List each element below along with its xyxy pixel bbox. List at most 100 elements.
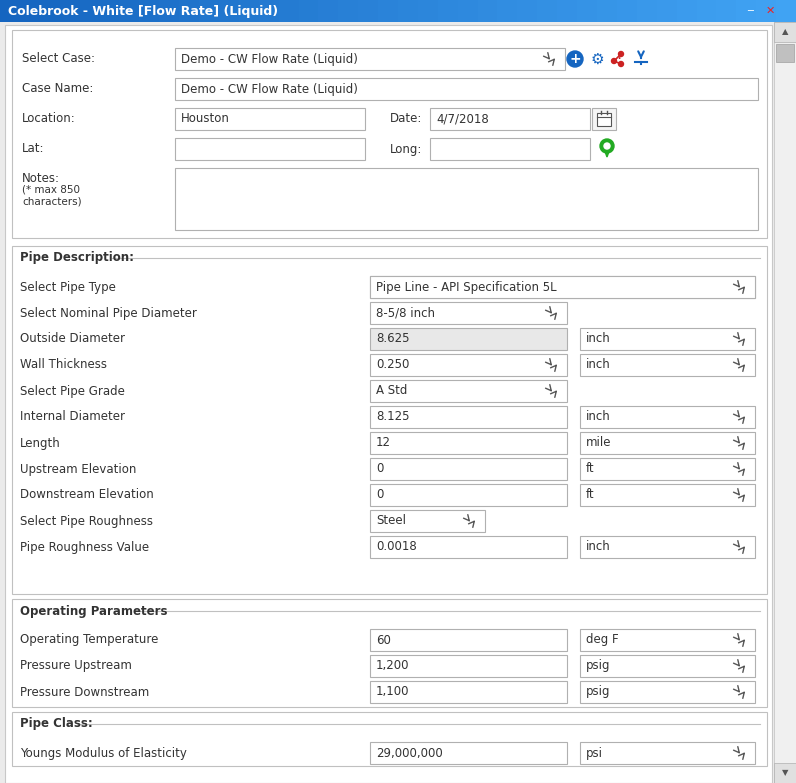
Circle shape	[567, 51, 583, 67]
Bar	[370, 406, 567, 428]
Text: Case Name:: Case Name:	[22, 82, 93, 96]
Text: inch: inch	[586, 333, 611, 345]
Bar	[398, 0, 419, 22]
Text: mile: mile	[586, 436, 611, 449]
Text: Pipe Line - API Specification 5L: Pipe Line - API Specification 5L	[376, 280, 556, 294]
Text: 8-5/8 inch: 8-5/8 inch	[376, 306, 435, 319]
Text: 1,100: 1,100	[376, 685, 409, 698]
Bar	[175, 108, 365, 130]
Circle shape	[611, 59, 616, 63]
Text: Select Nominal Pipe Diameter: Select Nominal Pipe Diameter	[20, 306, 197, 319]
Bar	[40, 0, 60, 22]
Text: Upstream Elevation: Upstream Elevation	[20, 463, 136, 475]
Text: Operating Parameters: Operating Parameters	[20, 604, 167, 618]
Bar	[370, 510, 485, 532]
Circle shape	[604, 143, 610, 149]
Bar	[370, 328, 567, 350]
Bar	[318, 0, 339, 22]
Text: 60: 60	[376, 633, 391, 647]
Text: Downstream Elevation: Downstream Elevation	[20, 489, 154, 501]
Bar	[219, 0, 240, 22]
Text: inch: inch	[586, 359, 611, 371]
Text: Houston: Houston	[181, 113, 230, 125]
Bar	[580, 458, 755, 480]
Bar	[12, 30, 767, 238]
Text: Demo - CW Flow Rate (Liquid): Demo - CW Flow Rate (Liquid)	[181, 82, 358, 96]
Text: 12: 12	[376, 436, 391, 449]
Bar	[298, 0, 319, 22]
Text: Select Pipe Grade: Select Pipe Grade	[20, 384, 125, 398]
Text: Long:: Long:	[390, 143, 423, 156]
Text: ft: ft	[586, 489, 595, 501]
Text: ⚙: ⚙	[590, 52, 604, 67]
Bar	[175, 78, 758, 100]
Bar	[617, 0, 638, 22]
Circle shape	[600, 139, 614, 153]
Bar	[370, 536, 567, 558]
Bar	[139, 0, 160, 22]
Bar	[774, 22, 796, 783]
Text: Select Pipe Type: Select Pipe Type	[20, 280, 116, 294]
Text: Length: Length	[20, 436, 60, 449]
Bar	[517, 0, 538, 22]
Bar	[577, 0, 598, 22]
Bar	[338, 0, 359, 22]
Text: deg F: deg F	[586, 633, 618, 647]
Bar	[557, 0, 578, 22]
Bar	[597, 113, 611, 126]
Bar	[179, 0, 200, 22]
Bar	[580, 406, 755, 428]
Bar	[637, 0, 657, 22]
Bar	[370, 276, 755, 298]
Bar	[378, 0, 399, 22]
Bar	[592, 108, 616, 130]
Bar	[370, 354, 567, 376]
Text: Internal Diameter: Internal Diameter	[20, 410, 125, 424]
Text: Date:: Date:	[390, 113, 423, 125]
Bar	[774, 763, 796, 783]
Text: 0.0018: 0.0018	[376, 540, 417, 554]
Bar	[498, 0, 518, 22]
Text: 0: 0	[376, 463, 384, 475]
Circle shape	[618, 62, 623, 67]
Text: inch: inch	[586, 540, 611, 554]
Bar	[239, 0, 259, 22]
Bar	[657, 0, 677, 22]
Bar	[12, 246, 767, 594]
Bar	[580, 681, 755, 703]
Bar	[756, 0, 777, 22]
Bar	[478, 0, 498, 22]
Bar	[175, 48, 565, 70]
Bar	[12, 599, 767, 707]
Polygon shape	[603, 146, 611, 157]
Text: Pipe Roughness Value: Pipe Roughness Value	[20, 540, 149, 554]
Bar	[580, 328, 755, 350]
Text: A Std: A Std	[376, 384, 408, 398]
Bar	[159, 0, 180, 22]
Bar	[580, 354, 755, 376]
Text: +: +	[569, 52, 581, 66]
Text: inch: inch	[586, 410, 611, 424]
Text: Select Case:: Select Case:	[22, 52, 95, 66]
Text: 0: 0	[376, 489, 384, 501]
Bar	[774, 22, 796, 42]
Text: ─: ─	[747, 6, 753, 16]
Bar	[430, 108, 590, 130]
Text: psig: psig	[586, 659, 611, 673]
Text: Operating Temperature: Operating Temperature	[20, 633, 158, 647]
Bar	[580, 536, 755, 558]
Bar	[175, 168, 758, 230]
Bar	[370, 681, 567, 703]
Bar	[370, 302, 567, 324]
Bar	[80, 0, 100, 22]
Text: psig: psig	[586, 685, 611, 698]
Text: ▲: ▲	[782, 27, 788, 37]
Text: Steel: Steel	[376, 514, 406, 528]
Text: 4/7/2018: 4/7/2018	[436, 113, 489, 125]
Bar	[580, 432, 755, 454]
Bar	[580, 629, 755, 651]
Bar	[716, 0, 737, 22]
Text: 1,200: 1,200	[376, 659, 409, 673]
Bar	[580, 742, 755, 764]
Bar	[430, 138, 590, 160]
